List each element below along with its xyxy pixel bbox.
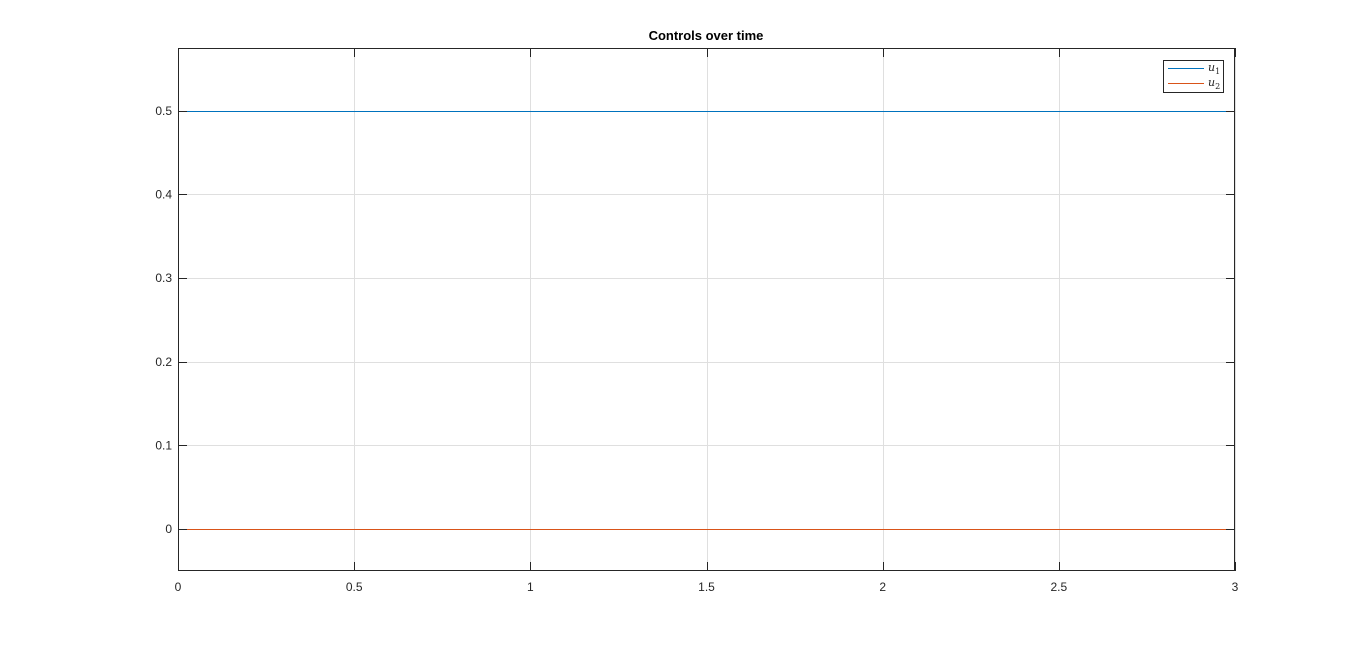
y-tick-labels: 0 0.1 0.2 0.3 0.4 0.5 xyxy=(155,104,172,536)
x-tick-label: 3 xyxy=(1232,580,1239,594)
y-tick-label: 0.1 xyxy=(155,438,172,452)
x-tick-label: 2.5 xyxy=(1050,580,1067,594)
y-tick-label: 0 xyxy=(165,522,172,536)
legend-label-u2: u2 xyxy=(1208,76,1220,91)
y-tick-label: 0.5 xyxy=(155,104,172,118)
x-tick-label: 0 xyxy=(175,580,182,594)
x-tick-label: 0.5 xyxy=(346,580,363,594)
chart-title: Controls over time xyxy=(649,28,764,43)
x-tick-label: 1.5 xyxy=(698,580,715,594)
legend-label-base: u xyxy=(1208,76,1215,89)
x-tick-labels: 0 0.5 1 1.5 2 2.5 3 xyxy=(175,580,1239,594)
plot-background xyxy=(178,48,1235,571)
x-tick-label: 2 xyxy=(879,580,886,594)
y-tick-label: 0.2 xyxy=(155,355,172,369)
y-tick-label: 0.4 xyxy=(155,187,172,201)
series-lines xyxy=(178,111,1235,530)
legend-box xyxy=(1163,60,1224,93)
legend-label-subscript: 2 xyxy=(1215,82,1220,91)
x-tick-label: 1 xyxy=(527,580,534,594)
legend-label-u1: u1 xyxy=(1208,61,1220,76)
legend-label-subscript: 1 xyxy=(1215,67,1220,76)
axis-ticks xyxy=(178,48,1236,571)
legend-label-base: u xyxy=(1208,61,1215,74)
y-tick-label: 0.3 xyxy=(155,271,172,285)
plot-frame xyxy=(178,48,1235,571)
